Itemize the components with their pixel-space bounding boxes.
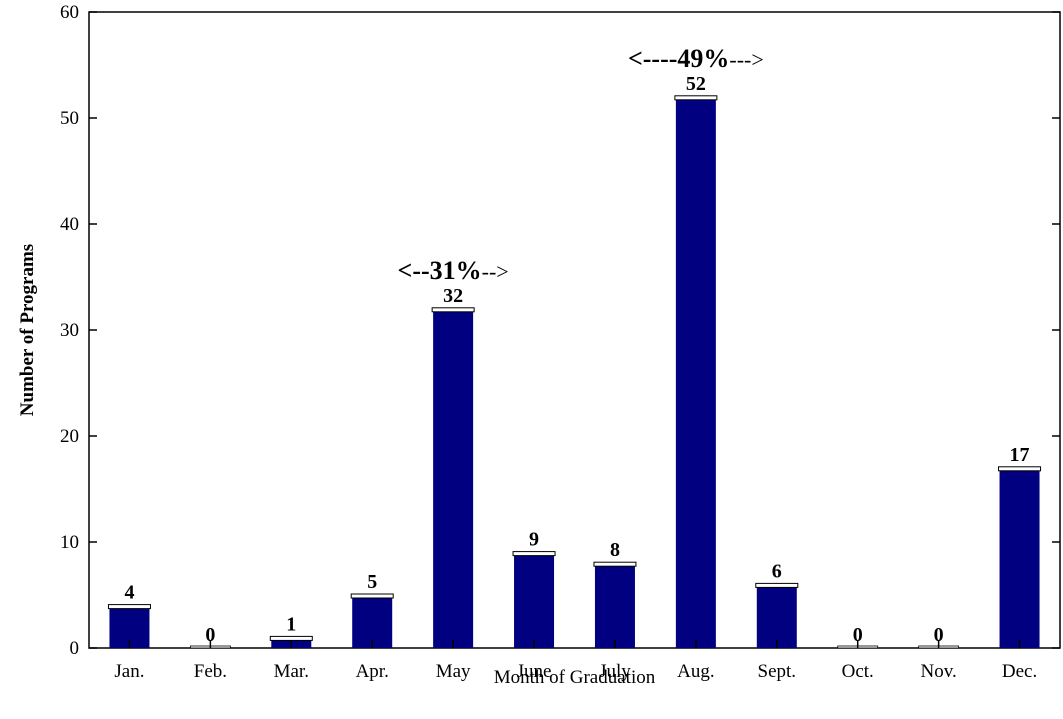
x-tick-label: Sept. [758,661,797,682]
y-tick-label: 20 [60,426,79,447]
bar-cap [512,551,556,557]
data-label: 32 [443,285,463,307]
data-label: 9 [529,529,539,551]
x-axis-title: Month of Graduation [494,667,656,688]
bar-fill [999,467,1040,648]
data-label: 5 [367,571,377,593]
bar-cap [755,582,799,588]
bar [593,561,637,648]
bar [674,95,718,649]
x-tick-label: June [517,661,552,682]
x-axis: Jan. Feb. Mar. Apr. May June July Aug. Sept. Oct.… [114,640,1037,682]
bar-fill [594,563,635,648]
bar [512,551,556,648]
y-tick-label: 60 [60,2,79,23]
data-label: 0 [205,624,215,646]
data-label: 4 [124,582,134,604]
bar-cap [998,466,1042,472]
x-tick-label: Jan. [114,661,144,682]
annotation-right-arrow: --> [482,259,509,284]
annotation-percent: 31% [430,256,482,285]
percent-annotation: <----49%---> [628,44,764,73]
bar-fill [514,552,555,648]
data-label: 1 [286,613,296,635]
x-tick-label: Dec. [1002,661,1037,682]
bar-cap [674,95,718,101]
data-label: 52 [686,73,706,95]
x-tick-label: Apr. [356,661,389,682]
plot-border [88,11,1061,649]
bar-fill [675,96,716,649]
plot-frame [88,11,1061,649]
annotation-left-arrow: <-- [398,256,430,285]
bar-cap [350,593,394,599]
y-tick-label: 10 [60,532,79,553]
annotations: <--31%--> <----49%---> [398,44,764,285]
bar [998,466,1042,648]
y-tick-label: 0 [70,638,80,659]
x-tick-label: May [436,661,471,682]
x-tick-label: Aug. [677,661,714,682]
data-label: 17 [1010,444,1030,466]
data-label: 0 [853,624,863,646]
y-tick-label: 50 [60,108,79,129]
annotation-right-arrow: ---> [729,47,763,72]
y-axis-title: Number of Programs [17,244,38,416]
y-tick-label: 30 [60,320,79,341]
y-tick-label: 40 [60,214,79,235]
bar-fill [352,595,393,648]
bar [350,593,394,648]
bar-cap [107,604,151,610]
bar-fill [756,584,797,648]
x-tick-label: Nov. [921,661,957,682]
data-label: 0 [934,624,944,646]
percent-annotation: <--31%--> [398,256,509,285]
x-tick-label: July [599,661,631,682]
x-tick-label: Mar. [274,661,309,682]
data-label: 8 [610,539,620,561]
data-label: 6 [772,560,782,582]
annotation-percent: 49% [677,44,729,73]
bar [755,582,799,648]
x-tick-label: Feb. [194,661,227,682]
bar-cap [269,635,313,641]
bar [431,307,475,648]
bars [107,95,1042,649]
bar-cap [431,307,475,313]
bar-fill [433,308,474,648]
bar-cap [593,561,637,567]
x-tick-label: Oct. [842,661,874,682]
annotation-left-arrow: <---- [628,44,677,73]
